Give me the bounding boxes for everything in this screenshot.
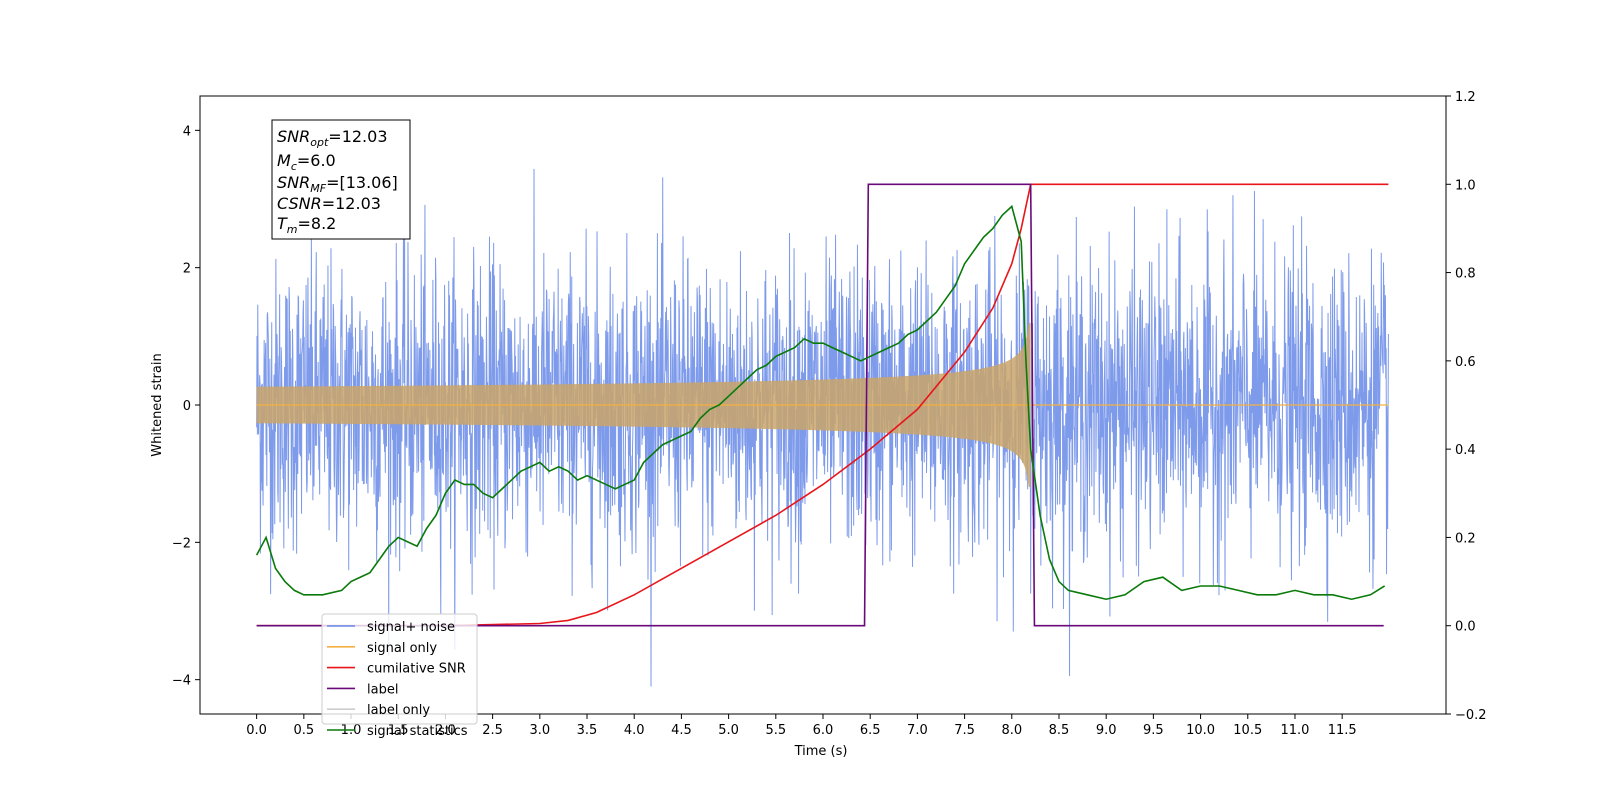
info-mc-sub: c: [291, 160, 297, 173]
info-csnr-value: =12.03: [322, 194, 381, 213]
x-tick-label: 6.5: [860, 723, 881, 738]
series-label-line: [256, 183, 1384, 627]
x-tick-label: 9.5: [1143, 723, 1164, 738]
y-left-tick-label: −4: [172, 674, 191, 689]
info-mc-value: =6.0: [297, 151, 336, 170]
legend-label: signal statistics: [367, 724, 468, 739]
x-tick-label: 3.0: [529, 723, 550, 738]
series-cumulative-snr-line: [256, 183, 1389, 627]
x-tick-label: 8.0: [1001, 723, 1022, 738]
legend-label: signal+ noise: [367, 620, 455, 635]
y-axis-right: 1.2 1.0 0.8 0.6 0.4 0.2 0.0 −0.2: [1446, 90, 1487, 723]
plot-area: [255, 168, 1389, 687]
x-tick-label: 7.0: [907, 723, 928, 738]
y-right-tick-label: 0.2: [1455, 531, 1476, 546]
x-tick-label: 10.5: [1233, 723, 1262, 738]
y-left-tick-label: 2: [183, 262, 191, 277]
x-tick-label: 0.5: [293, 723, 314, 738]
x-tick-label: 7.5: [954, 723, 975, 738]
info-snr-opt-label: SNR: [277, 127, 310, 146]
x-axis: 0.0 0.5 1.0 1.5 2.0 2.5 3.0 3.5 4.0 4.5 5.0 5.5 6.0 6…: [246, 714, 1357, 738]
x-tick-label: 5.5: [765, 723, 786, 738]
y-right-tick-label: 0.4: [1455, 443, 1476, 458]
info-snr-opt: SNRopt=12.03: [277, 127, 388, 149]
x-tick-label: 6.0: [813, 723, 834, 738]
y-right-tick-label: 0.8: [1455, 267, 1476, 282]
x-tick-label: 1.5: [388, 723, 409, 738]
y-axis-left-label: Whitened strain: [150, 353, 165, 456]
y-right-tick-label: 1.0: [1455, 178, 1476, 193]
info-snr-mf-sub: MF: [310, 182, 326, 195]
x-tick-label: 9.0: [1096, 723, 1117, 738]
y-right-tick-label: −0.2: [1455, 708, 1487, 723]
legend-label: label: [367, 682, 398, 697]
info-mc-label: M: [277, 151, 291, 170]
x-tick-label: 2.0: [435, 723, 456, 738]
x-tick-label: 11.0: [1280, 723, 1309, 738]
y-left-tick-label: 4: [183, 124, 191, 139]
legend-label: label only: [367, 703, 430, 718]
x-tick-label: 0.0: [246, 723, 267, 738]
series-signal-statistics-line: [255, 204, 1386, 601]
info-snr-mf-label: SNR: [277, 173, 310, 192]
legend-frame: [321, 613, 478, 725]
x-tick-label: 4.5: [671, 723, 692, 738]
info-tm: Tm=8.2: [277, 214, 336, 236]
y-axis-left: 4 2 0 −2 −4: [172, 124, 200, 689]
info-box-frame: [271, 119, 411, 240]
info-snr-mf: SNRMF=[13.06]: [277, 173, 398, 195]
info-snr-opt-value: =12.03: [328, 127, 387, 146]
info-tm-value: =8.2: [298, 214, 337, 233]
legend: signal+ noise signal only cumilative SNR la…: [321, 613, 478, 739]
info-snr-mf-value: =[13.06]: [326, 173, 398, 192]
x-tick-label: 4.0: [624, 723, 645, 738]
info-box: SNRopt=12.03 Mc=6.0 SNRMF=[13.06] CSNR=1…: [271, 119, 411, 240]
legend-label: cumilative SNR: [367, 662, 466, 677]
info-tm-label: T: [277, 214, 288, 233]
x-tick-label: 5.0: [718, 723, 739, 738]
x-tick-label: 8.5: [1049, 723, 1070, 738]
x-axis-label: Time (s): [794, 744, 848, 759]
x-tick-label: 10.0: [1186, 723, 1215, 738]
y-left-tick-label: −2: [172, 536, 191, 551]
y-right-tick-label: 1.2: [1455, 90, 1476, 105]
y-right-tick-label: 0.6: [1455, 355, 1476, 370]
info-csnr: CSNR=12.03: [277, 194, 381, 213]
y-left-tick-label: 0: [183, 399, 191, 414]
legend-label: signal only: [367, 641, 437, 656]
x-tick-label: 11.5: [1328, 723, 1357, 738]
info-snr-opt-sub: opt: [310, 136, 329, 149]
info-mc: Mc=6.0: [277, 151, 336, 173]
info-csnr-label: CSNR: [277, 194, 322, 213]
y-right-tick-label: 0.0: [1455, 620, 1476, 635]
x-tick-label: 3.5: [577, 723, 598, 738]
x-tick-label: 2.5: [482, 723, 503, 738]
info-tm-sub: m: [287, 223, 298, 236]
